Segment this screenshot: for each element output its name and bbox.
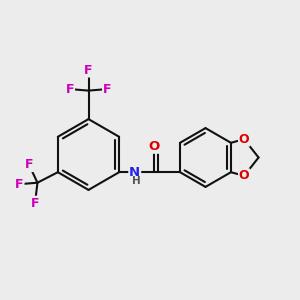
Text: F: F: [31, 196, 39, 210]
Text: O: O: [148, 140, 159, 153]
Text: F: F: [15, 178, 24, 191]
Text: F: F: [66, 82, 74, 96]
Text: O: O: [239, 133, 250, 146]
Text: H: H: [132, 176, 140, 186]
Text: N: N: [129, 166, 140, 179]
Text: F: F: [84, 64, 93, 77]
Text: O: O: [239, 169, 250, 182]
Text: F: F: [103, 82, 111, 96]
Text: F: F: [25, 158, 33, 171]
